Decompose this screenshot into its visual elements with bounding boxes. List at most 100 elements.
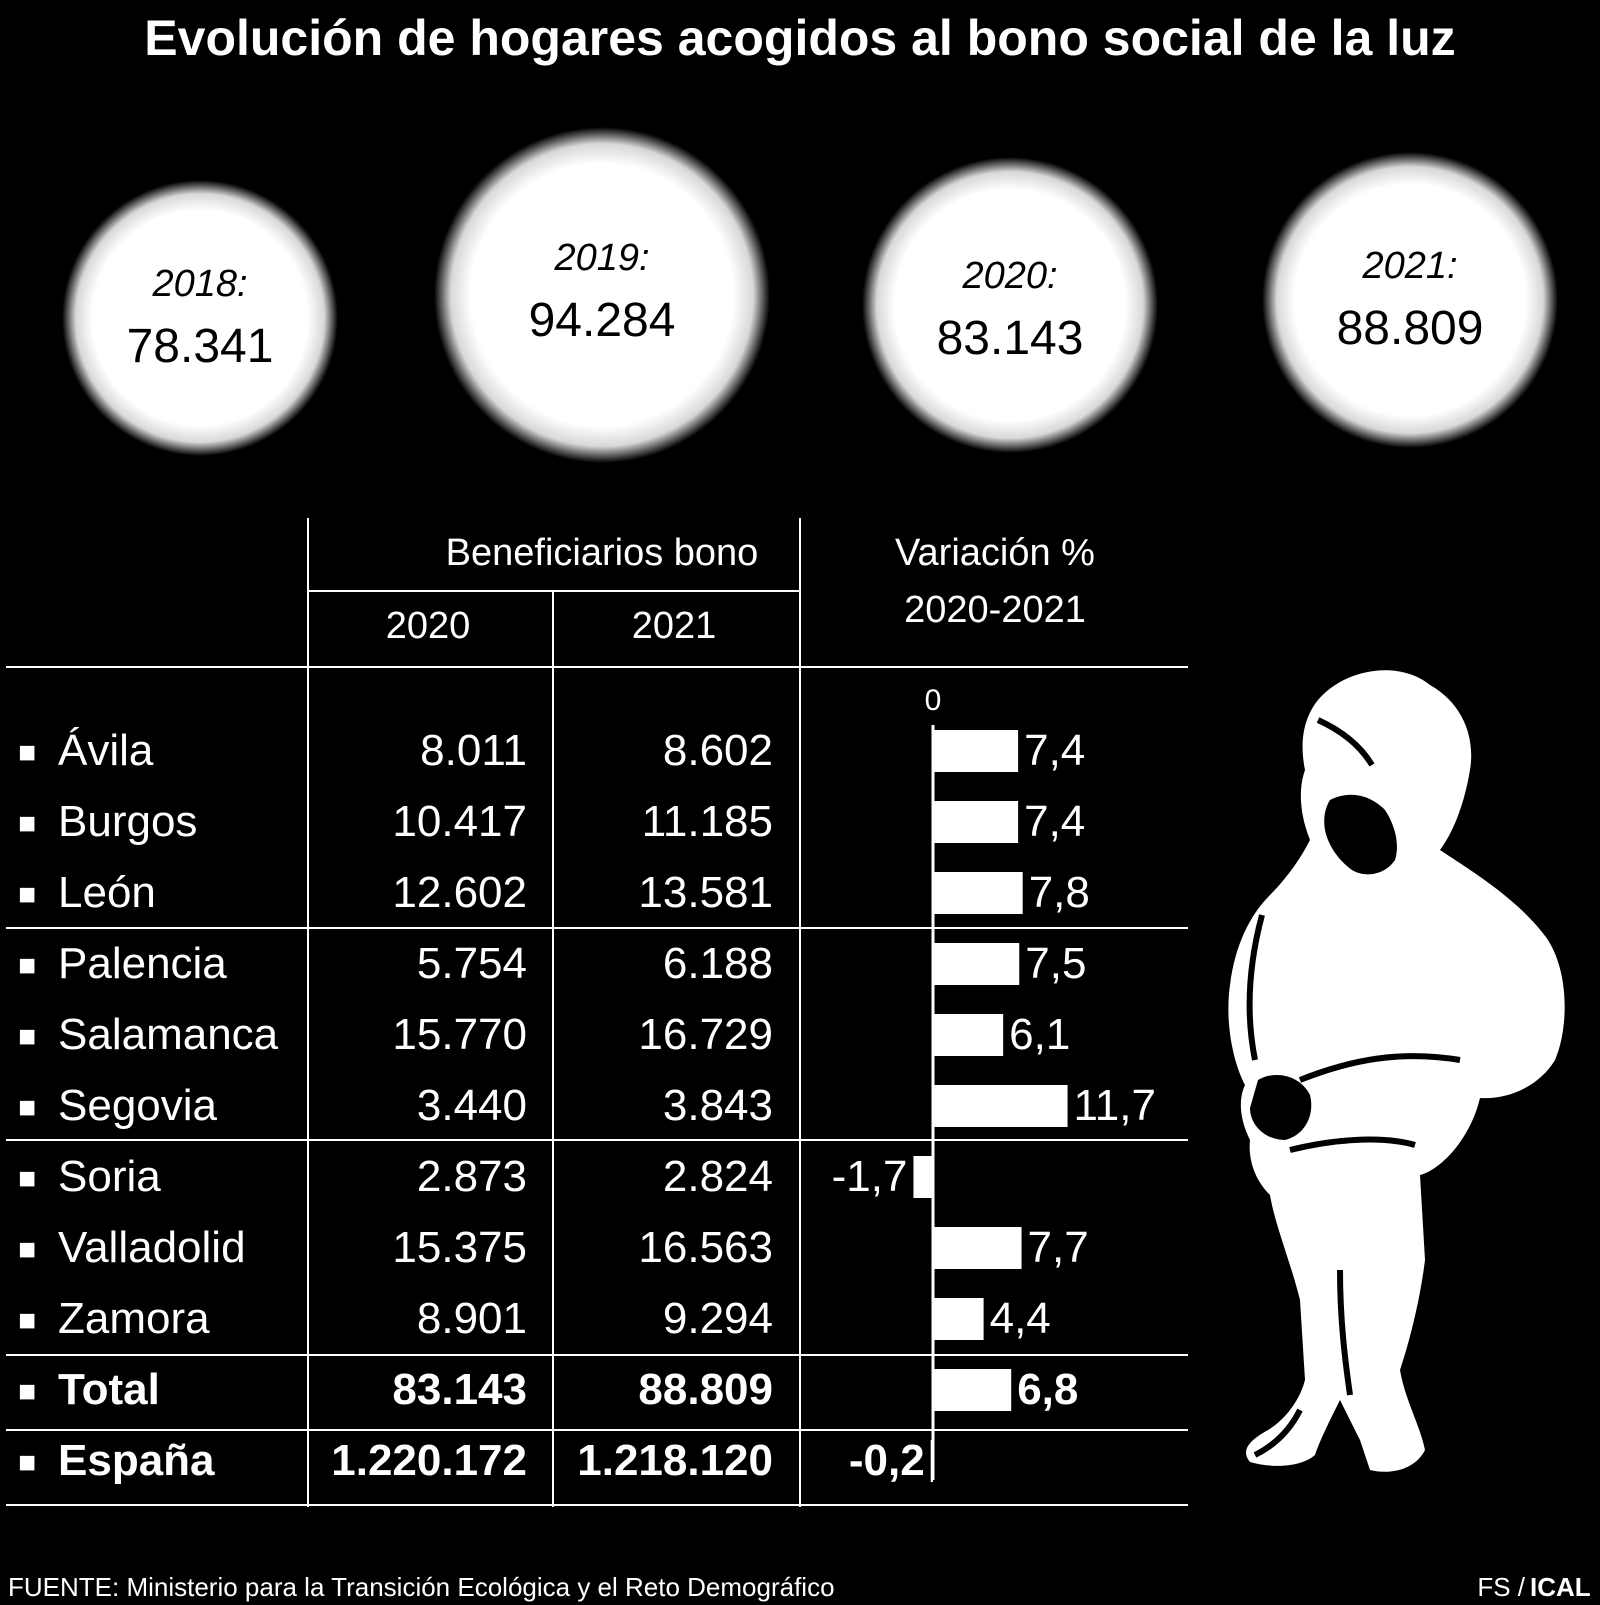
table-row: ■ Burgos 10.417 11.185 xyxy=(18,797,773,846)
row-name: León xyxy=(58,868,156,917)
row-name: Burgos xyxy=(58,797,197,846)
variation-label: 7,4 xyxy=(1024,726,1085,775)
value-2021: 16.729 xyxy=(638,1010,773,1059)
table-row: ■ España 1.220.172 1.218.120 xyxy=(18,1436,773,1485)
row-bullet: ■ xyxy=(18,736,36,769)
variation-label: 7,4 xyxy=(1024,797,1085,846)
row-bullet: ■ xyxy=(18,1304,36,1337)
credit-ical: ICAL xyxy=(1530,1572,1591,1602)
row-name: Soria xyxy=(58,1152,161,1201)
row-bullet: ■ xyxy=(18,1162,36,1195)
row-name: Segovia xyxy=(58,1081,218,1130)
variation-label: 6,1 xyxy=(1009,1010,1070,1059)
table-row: ■ Salamanca 15.770 16.729 xyxy=(18,1010,773,1059)
value-2021: 3.843 xyxy=(663,1081,773,1130)
value-2021: 9.294 xyxy=(663,1294,773,1343)
row-bullet: ■ xyxy=(18,807,36,840)
variation-header: Variación % xyxy=(895,532,1095,574)
value-2020: 83.143 xyxy=(392,1365,527,1414)
variation-bar xyxy=(933,1369,1012,1411)
year-circles: 2018: 78.341 2019: 94.284 2020: 83.143 2… xyxy=(62,127,1558,463)
value-2020: 8.011 xyxy=(420,726,527,775)
variation-bar xyxy=(933,730,1019,772)
year-circle-2021: 2021: 88.809 xyxy=(1262,152,1558,448)
person-illustration xyxy=(1228,670,1565,1472)
year-label: 2018: xyxy=(151,263,247,305)
value-2021: 13.581 xyxy=(638,868,773,917)
value-2021: 1.218.120 xyxy=(577,1436,773,1485)
value-2021: 16.563 xyxy=(638,1223,773,1272)
row-bullet: ■ xyxy=(18,1233,36,1266)
row-name: Total xyxy=(58,1365,160,1414)
value-2020: 1.220.172 xyxy=(331,1436,527,1485)
row-bullet: ■ xyxy=(18,1446,36,1479)
value-2020: 8.901 xyxy=(417,1294,527,1343)
value-2021: 8.602 xyxy=(663,726,773,775)
year-circle-2018: 2018: 78.341 xyxy=(62,180,338,456)
value-2020: 15.375 xyxy=(392,1223,527,1272)
group-header: Beneficiarios bono xyxy=(446,532,759,574)
value-2021: 6.188 xyxy=(663,939,773,988)
variation-bar xyxy=(933,801,1019,843)
value-2021: 2.824 xyxy=(663,1152,773,1201)
source-text: FUENTE: Ministerio para la Transición Ec… xyxy=(8,1572,835,1602)
variation-label: 7,8 xyxy=(1029,868,1090,917)
row-name: Zamora xyxy=(58,1294,210,1343)
row-bullet: ■ xyxy=(18,949,36,982)
row-bullet: ■ xyxy=(18,878,36,911)
variation-bar xyxy=(933,1085,1068,1127)
variation-bar xyxy=(930,1440,933,1482)
table-row: ■ Segovia 3.440 3.843 xyxy=(18,1081,773,1130)
table-row: ■ Palencia 5.754 6.188 xyxy=(18,939,773,988)
variation-label: 6,8 xyxy=(1017,1365,1078,1414)
year-circle-2019: 2019: 94.284 xyxy=(434,127,770,463)
year-value: 83.143 xyxy=(937,312,1084,365)
table-row: ■ León 12.602 13.581 xyxy=(18,868,773,917)
variation-label: 4,4 xyxy=(990,1294,1051,1343)
value-2021: 11.185 xyxy=(642,797,773,846)
year-label: 2019: xyxy=(553,237,649,279)
credit-fs: FS / xyxy=(1477,1572,1525,1602)
variation-bars: 7,4 7,4 7,8 7,5 6,111,7 -1,7 7,7 4,4 6,8 -0,2 xyxy=(832,726,1156,1485)
row-name: Salamanca xyxy=(58,1010,279,1059)
row-bullet: ■ xyxy=(18,1375,36,1408)
value-2020: 3.440 xyxy=(417,1081,527,1130)
table-grid xyxy=(6,518,1188,1507)
row-bullet: ■ xyxy=(18,1091,36,1124)
variation-bar xyxy=(933,1298,984,1340)
table-header: Beneficiarios bono 2020 2021 Variación %… xyxy=(386,532,1095,717)
value-2021: 88.809 xyxy=(638,1365,773,1414)
value-2020: 10.417 xyxy=(392,797,527,846)
value-2020: 2.873 xyxy=(417,1152,527,1201)
row-bullet: ■ xyxy=(18,1020,36,1053)
row-name: Palencia xyxy=(58,939,227,988)
variation-label: 7,7 xyxy=(1028,1223,1089,1272)
chart-title: Evolución de hogares acogidos al bono so… xyxy=(144,10,1455,66)
col-header-2020: 2020 xyxy=(386,605,471,647)
variation-bar xyxy=(933,1227,1022,1269)
table-row: ■ Valladolid 15.375 16.563 xyxy=(18,1223,773,1272)
variation-bar xyxy=(933,872,1023,914)
row-name: Ávila xyxy=(58,726,154,775)
table-row: ■ Total 83.143 88.809 xyxy=(18,1365,773,1414)
year-label: 2021: xyxy=(1361,245,1457,287)
variation-bar xyxy=(933,1014,1004,1056)
variation-period: 2020-2021 xyxy=(904,589,1086,631)
year-circle-2020: 2020: 83.143 xyxy=(862,157,1158,453)
table-body: ■ Ávila 8.011 8.602 ■ Burgos 10.417 11.185 ■ León… xyxy=(18,726,773,1485)
value-2020: 15.770 xyxy=(392,1010,527,1059)
value-2020: 12.602 xyxy=(392,868,527,917)
year-value: 94.284 xyxy=(529,294,676,347)
year-label: 2020: xyxy=(961,255,1057,297)
zero-label: 0 xyxy=(925,684,942,717)
table-row: ■ Soria 2.873 2.824 xyxy=(18,1152,773,1201)
table-row: ■ Ávila 8.011 8.602 xyxy=(18,726,773,775)
row-name: España xyxy=(58,1436,215,1485)
row-name: Valladolid xyxy=(58,1223,246,1272)
variation-bar xyxy=(933,943,1020,985)
variation-label: 7,5 xyxy=(1025,939,1086,988)
variation-label: 11,7 xyxy=(1074,1081,1156,1130)
col-header-2021: 2021 xyxy=(632,605,717,647)
variation-label: -1,7 xyxy=(832,1152,908,1201)
